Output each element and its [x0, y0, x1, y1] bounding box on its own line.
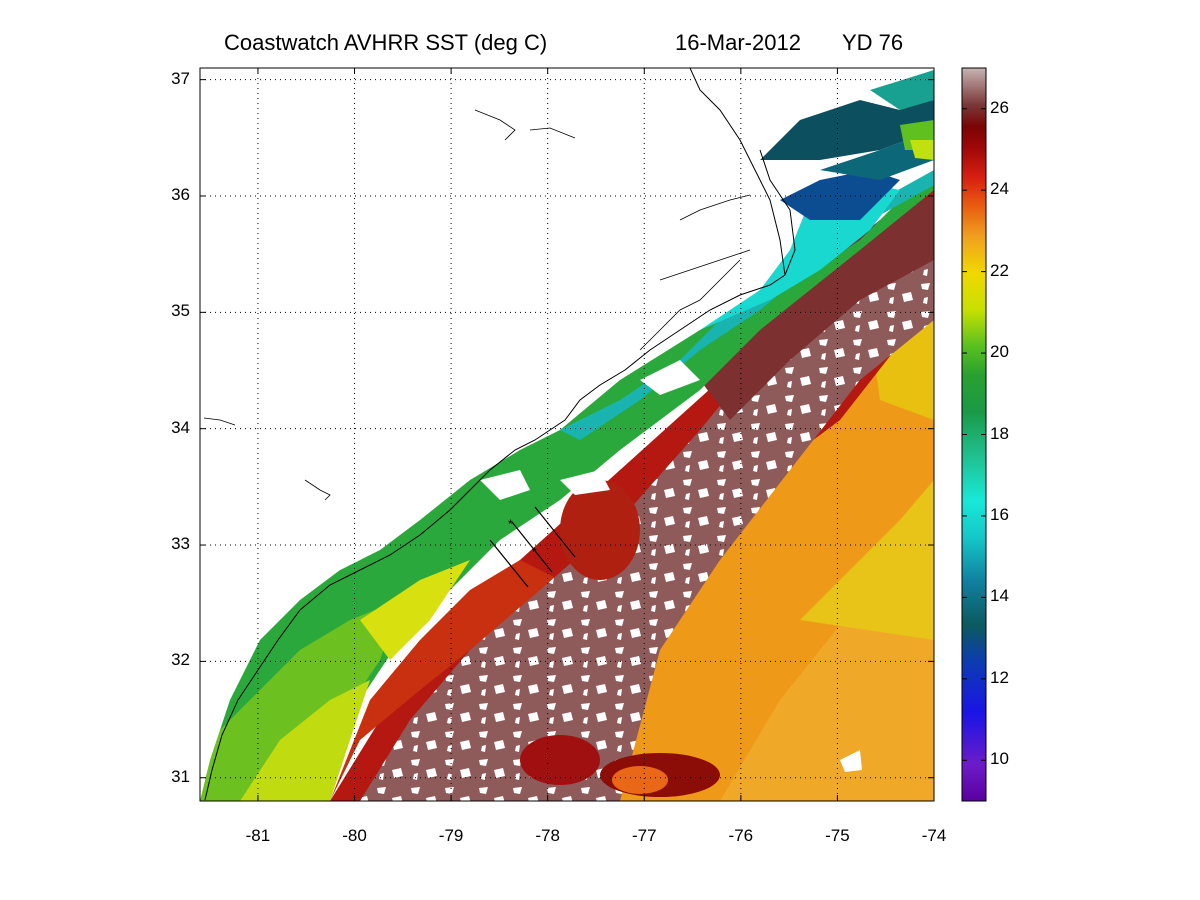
lon-label-76: -76	[728, 826, 754, 845]
colorbar-label-20: 20	[990, 342, 1009, 362]
lon-label-80: -80	[342, 826, 367, 845]
map-yearday: YD 76	[842, 30, 904, 55]
colorbar-label-12: 12	[990, 667, 1009, 687]
lat-label-33: 33	[171, 534, 190, 554]
lon-label-79: -79	[438, 826, 464, 845]
lon-label-81: -81	[245, 826, 271, 845]
colorbar-label-24: 24	[990, 179, 1009, 199]
colorbar-label-22: 22	[990, 260, 1009, 280]
lon-label-77: -77	[631, 826, 657, 845]
lon-label-78: -78	[535, 826, 560, 845]
colorbar-label-10: 10	[990, 749, 1009, 769]
lat-label-31: 31	[171, 766, 190, 786]
transect-line-3	[534, 506, 576, 558]
transect-line-1	[489, 539, 529, 588]
map-title: Coastwatch AVHRR SST (deg C)	[224, 30, 548, 55]
svg-text:*: *	[532, 545, 537, 559]
lon-label-74: -74	[921, 826, 947, 845]
sst-field: * *	[200, 68, 934, 801]
lat-label-34: 34	[171, 417, 190, 437]
colorbar-label-26: 26	[990, 97, 1009, 117]
transect-line-2	[511, 521, 553, 573]
colorbar-label-14: 14	[990, 586, 1009, 606]
axis-ticks	[200, 68, 935, 801]
lat-label-37: 37	[171, 68, 190, 88]
map-frame	[199, 67, 935, 802]
lat-label-32: 32	[171, 650, 190, 670]
lon-label-75: -75	[825, 826, 850, 845]
map-date: 16-Mar-2012	[675, 30, 801, 55]
colorbar-label-16: 16	[990, 504, 1009, 524]
svg-text:*: *	[508, 517, 513, 531]
lat-label-35: 35	[171, 301, 190, 321]
colorbar-ticks	[962, 108, 986, 761]
colorbar-label-18: 18	[990, 423, 1009, 443]
lat-label-36: 36	[171, 184, 190, 204]
